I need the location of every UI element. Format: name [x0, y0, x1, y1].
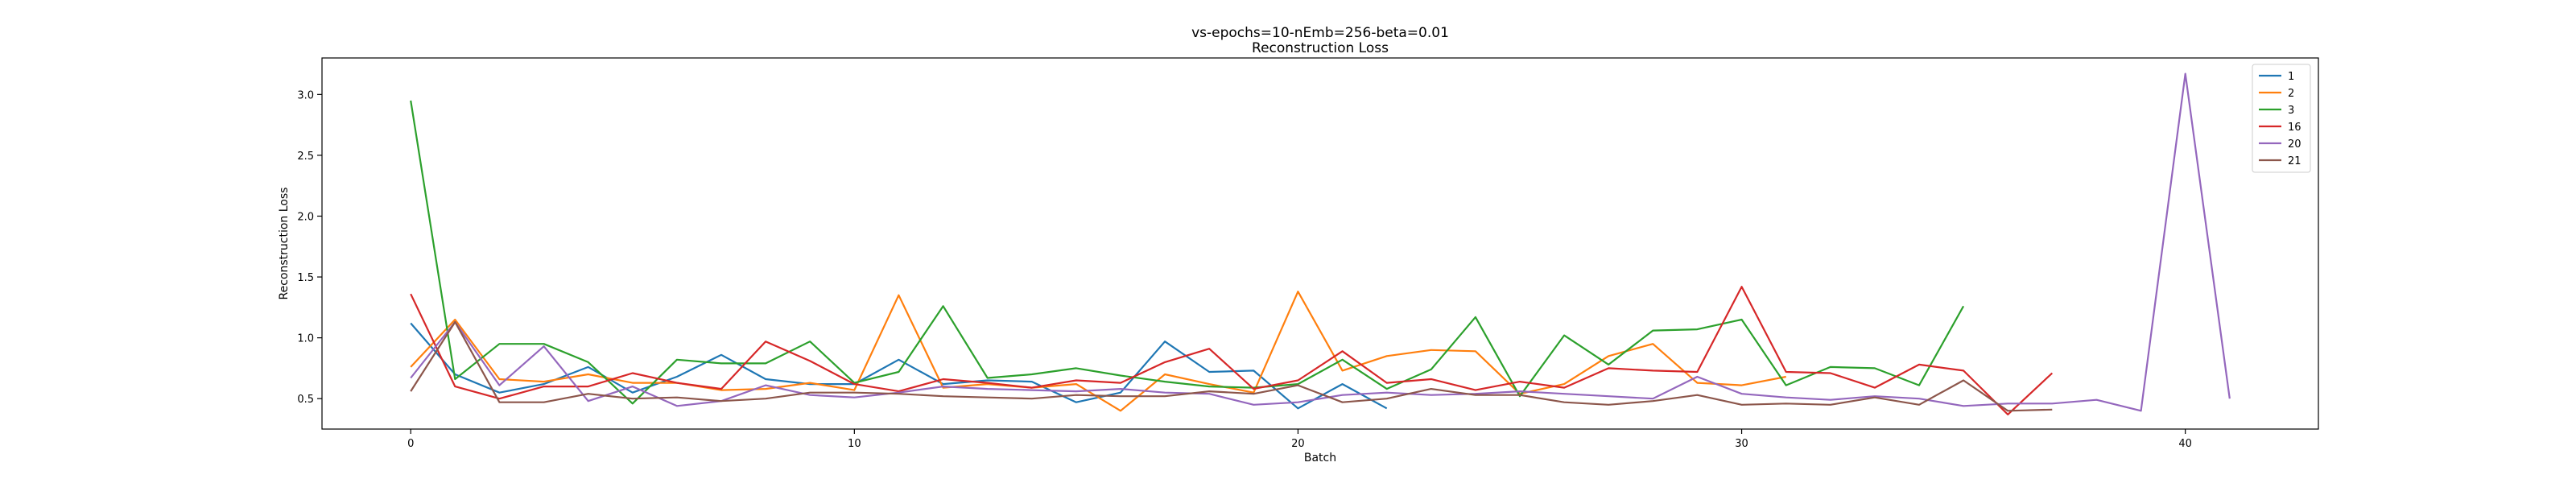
- series-lines: [410, 72, 2231, 416]
- y-tick-label: 2.0: [297, 211, 314, 223]
- plot-frame: [321, 57, 2319, 430]
- y-tick-label: 1.0: [297, 333, 314, 345]
- y-tick-label: 1.5: [297, 272, 314, 284]
- series-line-3: [410, 100, 1965, 405]
- x-axis-label: Batch: [1304, 452, 1336, 464]
- series-line-16: [410, 286, 2054, 416]
- y-tick-label: 0.5: [297, 394, 314, 406]
- x-tick-label: 40: [2178, 438, 2192, 450]
- legend-label-1: 1: [2288, 71, 2294, 83]
- legend-label-16: 16: [2288, 122, 2301, 134]
- x-tick-label: 20: [1291, 438, 1305, 450]
- series-line-21: [410, 320, 2053, 412]
- chart-subtitle: Reconstruction Loss: [1252, 40, 1389, 56]
- y-axis-label: Reconstruction Loss: [278, 188, 291, 300]
- legend: 1 2 3 16 20 21: [2252, 64, 2311, 173]
- x-axis-ticks: 0 10 20 30 40: [407, 429, 2192, 450]
- series-line-1: [410, 322, 1388, 410]
- legend-label-21: 21: [2288, 155, 2301, 167]
- y-tick-label: 2.5: [297, 151, 314, 163]
- chart-title: vs-epochs=10-nEmb=256-beta=0.01: [1191, 25, 1449, 41]
- legend-label-3: 3: [2288, 105, 2294, 117]
- x-tick-label: 0: [407, 438, 414, 450]
- x-tick-label: 30: [1735, 438, 1748, 450]
- series-line-2: [410, 291, 1786, 412]
- x-tick-label: 10: [848, 438, 861, 450]
- y-axis-ticks: 0.5 1.0 1.5 2.0 2.5 3.0: [297, 89, 322, 406]
- legend-label-20: 20: [2288, 138, 2301, 151]
- legend-label-2: 2: [2288, 88, 2294, 100]
- y-tick-label: 3.0: [297, 89, 314, 101]
- legend-box: [2252, 64, 2311, 173]
